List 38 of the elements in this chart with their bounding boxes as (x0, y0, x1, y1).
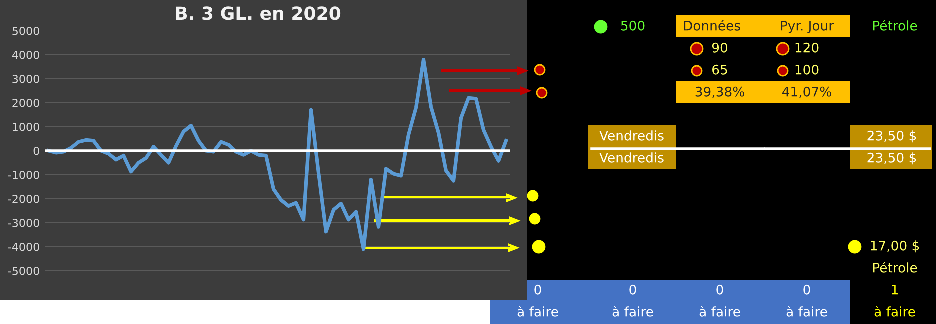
text: 120 (796, 42, 819, 53)
text: 39,38% (696, 86, 744, 98)
text: Vendredis (600, 152, 664, 163)
text: 1 (892, 285, 898, 295)
text: 41,07% (782, 86, 832, 98)
text: Pétrole (873, 20, 918, 31)
y-tick-label: 5000 (12, 26, 40, 36)
y-tick-label: -1000 (8, 170, 40, 180)
text: à faire (786, 306, 828, 317)
y-tick-label: 1000 (13, 122, 40, 132)
text: 0 (716, 284, 724, 295)
y-tick-label: 2000 (12, 98, 40, 108)
text: à faire (612, 306, 654, 317)
text: 23,50 $ (868, 152, 916, 165)
text: 0 (804, 284, 810, 295)
text: 0 (534, 284, 542, 295)
y-tick-label: -2000 (8, 194, 40, 204)
text: 100 (796, 64, 819, 75)
text: à faire (518, 306, 558, 317)
y-tick-label: -5000 (8, 266, 40, 276)
y-tick-label: 4000 (12, 50, 40, 60)
text: 23,50 $ (868, 130, 916, 143)
text: Données (684, 20, 740, 31)
text: Pyr. Jour (781, 21, 834, 34)
text: 65 (712, 64, 728, 75)
y-tick-label: 3000 (12, 74, 40, 84)
y-tick-label: -3000 (8, 218, 40, 228)
y-tick-label: 0 (34, 146, 40, 156)
chart-title: B. 3 GL. en 2020 (176, 6, 341, 20)
text: à faire (700, 306, 740, 317)
text: 17,00 $ (871, 240, 920, 253)
text: Pétrole (873, 262, 918, 273)
text: 90 (712, 42, 728, 53)
text: 0 (630, 284, 636, 295)
text: 500 (621, 20, 645, 31)
text: à faire (874, 306, 916, 317)
text: Vendredis (600, 130, 664, 141)
y-tick-label: -4000 (8, 242, 40, 252)
